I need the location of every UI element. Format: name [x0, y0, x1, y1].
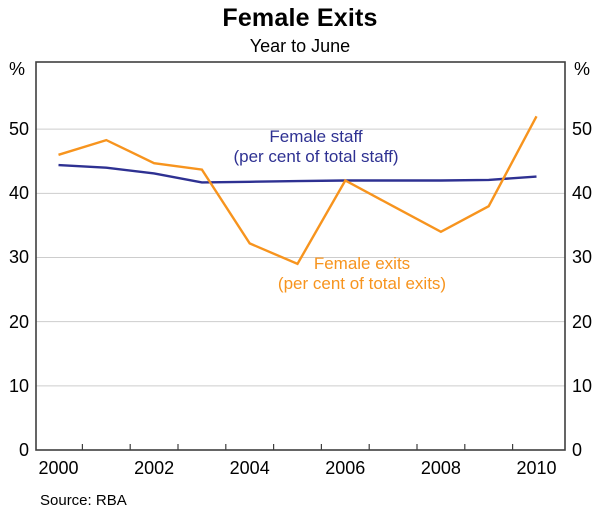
y-axis-label-left: 10	[8, 375, 29, 396]
y-axis-label-left: 20	[8, 311, 29, 332]
y-axis-unit-left: %	[8, 59, 25, 79]
female-staff-line	[58, 163, 537, 184]
x-axis-label: 2002	[134, 458, 175, 478]
y-axis-label-right: 0	[572, 440, 583, 460]
y-axis-unit-right: %	[573, 59, 590, 79]
y-axis-label-left: 0	[18, 440, 29, 460]
y-axis-label-right: 10	[572, 375, 593, 396]
y-axis-label-left: 50	[8, 119, 29, 140]
y-axis-label-right: 40	[572, 183, 593, 204]
female-staff-annotation-line1: Female staff	[269, 127, 363, 146]
x-axis-label: 2010	[516, 458, 557, 478]
chart-subtitle: Year to June	[249, 36, 351, 56]
female-exits-line	[58, 115, 538, 266]
y-axis-label-right: 50	[572, 119, 593, 140]
y-axis-label-right: 30	[572, 247, 593, 268]
x-axis-label: 2006	[325, 458, 366, 478]
x-axis-label: 2004	[229, 458, 270, 478]
chart-title: Female Exits	[222, 4, 378, 32]
female-staff-annotation-line2: (per cent of total staff)	[233, 147, 399, 166]
female-staff-annotation: Female staff (per cent of total staff)	[233, 127, 398, 167]
female-exits-annotation-line1: Female exits	[313, 254, 411, 273]
source-note: Source: RBA	[40, 492, 127, 509]
y-axis-label-left: 30	[8, 247, 29, 268]
x-axis-label: 2008	[420, 458, 461, 478]
female-exits-annotation: Female exits (per cent of total exits)	[278, 254, 446, 294]
plot-frame	[35, 61, 566, 451]
y-axis-label-right: 20	[572, 311, 593, 332]
female-exits-annotation-line2: (per cent of total exits)	[277, 274, 447, 293]
x-axis-label: 2000	[38, 458, 79, 478]
y-axis-label-left: 40	[8, 183, 29, 204]
